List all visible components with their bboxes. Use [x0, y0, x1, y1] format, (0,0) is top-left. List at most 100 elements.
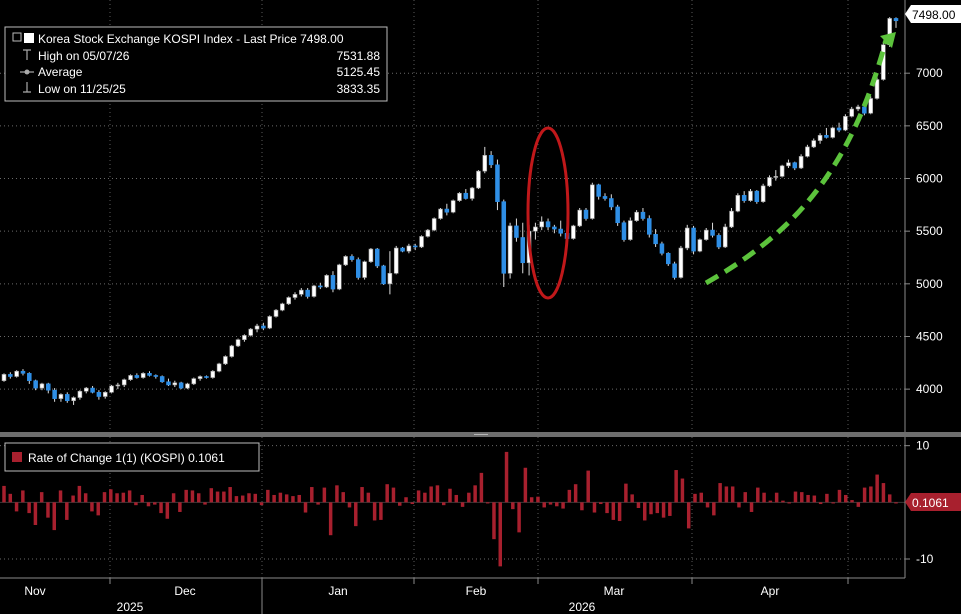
- candle: [754, 190, 760, 204]
- roc-bar: [27, 502, 31, 514]
- roc-bar: [335, 485, 339, 503]
- candle: [843, 114, 848, 132]
- candle: [178, 381, 184, 390]
- candle: [20, 369, 26, 376]
- x-month-label: Dec: [174, 584, 195, 598]
- candle-body: [153, 375, 159, 377]
- candle: [286, 296, 291, 305]
- candle-body: [77, 390, 83, 398]
- candle: [406, 243, 412, 254]
- candle: [552, 224, 557, 234]
- candle: [299, 288, 304, 297]
- candle: [292, 292, 298, 300]
- roc-bar: [354, 502, 358, 527]
- candle-body: [438, 208, 443, 219]
- candle: [102, 391, 108, 399]
- candle: [96, 390, 102, 400]
- roc-value-tag: 0.1061: [905, 493, 961, 511]
- candle: [665, 252, 671, 266]
- price-legend: Korea Stock Exchange KOSPI Index - Last …: [4, 26, 388, 102]
- candle: [824, 127, 829, 139]
- candle-body: [874, 79, 880, 99]
- candle-body: [836, 127, 842, 131]
- roc-bar: [435, 485, 440, 503]
- candle-body: [640, 211, 646, 219]
- candle: [628, 217, 633, 241]
- roc-bar: [234, 496, 239, 503]
- candle: [735, 193, 741, 213]
- candle: [811, 138, 817, 148]
- candle-body: [292, 294, 298, 298]
- candle: [545, 218, 551, 231]
- roc-bar: [178, 502, 182, 512]
- candle: [362, 260, 367, 280]
- candle: [33, 379, 38, 391]
- price-tick-label: 4500: [916, 329, 943, 343]
- roc-gridlines: [0, 445, 905, 560]
- price-tick-label: 6500: [916, 119, 943, 133]
- roc-bar: [749, 502, 754, 512]
- roc-bar: [492, 502, 496, 540]
- roc-bar: [561, 502, 565, 509]
- candle-body: [628, 220, 633, 240]
- candle-body: [672, 263, 677, 278]
- roc-bar: [743, 492, 747, 503]
- roc-tick-label: 10: [916, 439, 930, 453]
- candle: [748, 189, 753, 202]
- roc-bar: [630, 494, 634, 503]
- candle: [716, 233, 722, 250]
- candle-body: [254, 325, 260, 330]
- candle: [261, 322, 266, 331]
- candle: [457, 192, 462, 202]
- candle: [463, 189, 469, 200]
- roc-bar: [259, 502, 264, 506]
- candle: [8, 372, 13, 379]
- roc-legend: Rate of Change 1(1) (KOSPI) 0.1061: [4, 442, 260, 472]
- candles: [1, 17, 899, 405]
- roc-bar: [153, 502, 157, 505]
- roc-bar: [83, 493, 88, 503]
- roc-legend-box: [4, 442, 260, 472]
- candle: [533, 222, 538, 240]
- candle: [46, 382, 51, 394]
- candle-body: [868, 98, 873, 114]
- roc-bar: [705, 502, 710, 508]
- roc-bar: [580, 502, 584, 511]
- candle: [501, 199, 507, 287]
- candle: [450, 199, 456, 214]
- roc-bar: [247, 493, 251, 503]
- candle-body: [229, 345, 235, 357]
- legend-high-label: High on 05/07/26: [38, 49, 130, 63]
- roc-bar: [712, 502, 716, 516]
- candle-body: [324, 275, 329, 288]
- roc-bar: [385, 484, 389, 503]
- roc-bar: [8, 493, 13, 503]
- roc-bar: [636, 502, 641, 508]
- candle: [229, 344, 235, 358]
- candle-body: [267, 316, 272, 329]
- candle: [444, 203, 450, 216]
- candle: [703, 228, 709, 241]
- candle: [767, 175, 772, 187]
- roc-bar: [768, 500, 773, 503]
- roc-bar: [102, 492, 107, 503]
- candle-body: [412, 245, 418, 248]
- roc-bar: [291, 496, 295, 503]
- roc-bar: [52, 502, 56, 531]
- candle-body: [305, 289, 310, 297]
- roc-bar: [209, 488, 214, 503]
- candle-body: [558, 228, 563, 234]
- candle: [166, 378, 171, 386]
- candle-body: [552, 226, 557, 230]
- roc-bar: [278, 492, 283, 503]
- candle-body: [653, 234, 658, 245]
- candle: [400, 246, 405, 253]
- candle: [58, 393, 64, 402]
- roc-bar: [266, 489, 270, 503]
- candle-body: [115, 384, 121, 387]
- candle-body: [533, 226, 538, 232]
- candle: [356, 257, 361, 280]
- candle-body: [166, 381, 171, 386]
- candle: [121, 378, 127, 388]
- roc-bar: [668, 502, 672, 516]
